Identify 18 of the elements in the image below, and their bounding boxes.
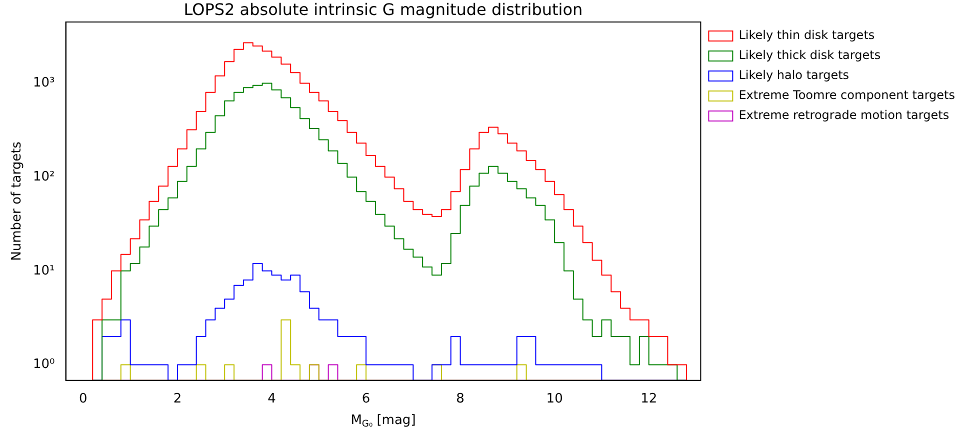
legend-label: Extreme retrograde motion targets xyxy=(738,108,950,122)
y-tick-label: 10³ xyxy=(32,76,55,91)
legend-label: Likely thick disk targets xyxy=(738,48,881,62)
legend-label: Likely thin disk targets xyxy=(738,28,875,42)
y-tick-label: 10² xyxy=(32,169,55,184)
x-tick-label: 6 xyxy=(362,392,370,407)
x-tick-label: 2 xyxy=(173,392,182,407)
x-tick-label: 8 xyxy=(456,392,464,407)
x-tick-label: 4 xyxy=(268,392,276,407)
y-axis-title: Number of targets xyxy=(9,141,24,261)
x-tick-label: 12 xyxy=(640,392,658,407)
x-tick-label: 0 xyxy=(79,392,88,407)
x-tick-label: 10 xyxy=(546,392,563,407)
chart-title: LOPS2 absolute intrinsic G magnitude distribution xyxy=(184,0,583,20)
legend-label: Extreme Toomre component targets xyxy=(738,88,956,102)
legend-label: Likely halo targets xyxy=(738,68,850,82)
y-tick-label: 10¹ xyxy=(32,263,55,278)
y-tick-label: 10⁰ xyxy=(32,357,55,372)
